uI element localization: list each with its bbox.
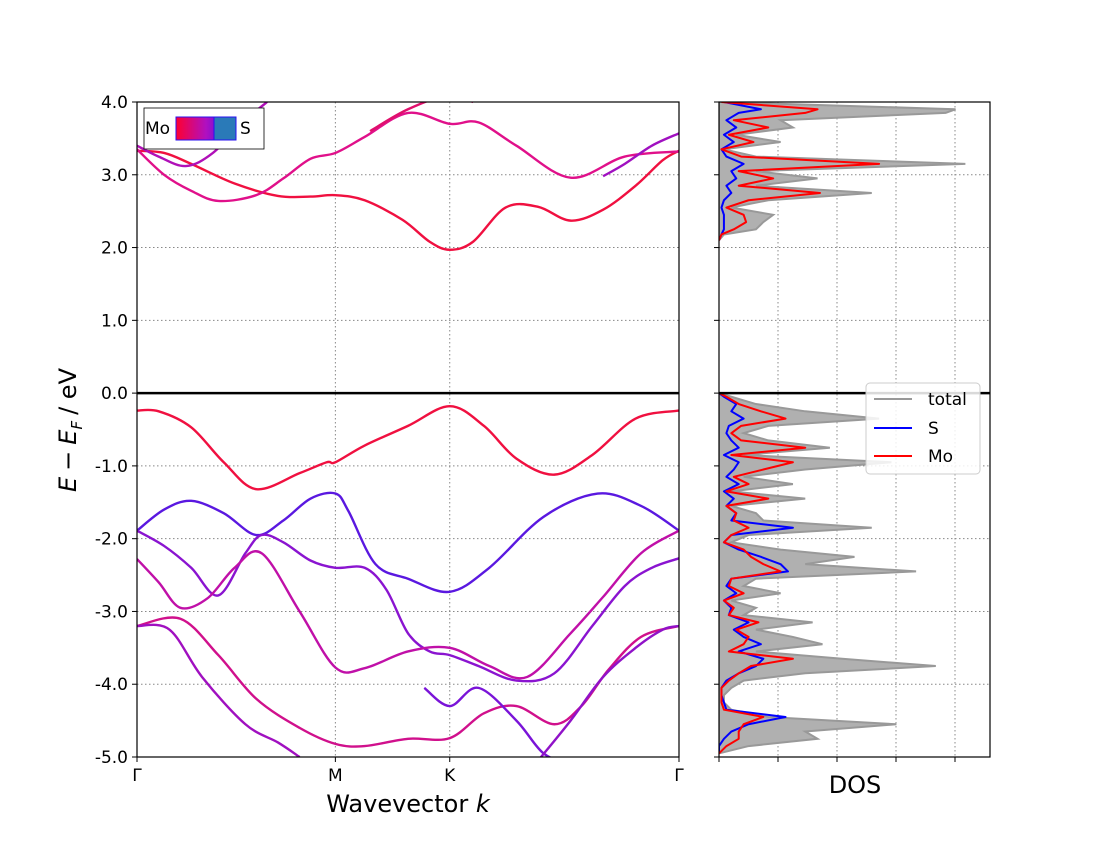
band-cb1 bbox=[137, 149, 679, 251]
dos-Mo-line bbox=[719, 392, 807, 755]
band-vb6 bbox=[137, 623, 301, 757]
dos-legend-frame bbox=[865, 382, 981, 475]
legend-mo-label: Mo bbox=[928, 447, 953, 467]
band-cb2 bbox=[137, 111, 679, 203]
kpoint-label: K bbox=[444, 766, 456, 786]
color-legend-swatch bbox=[213, 116, 237, 141]
band-y-axis-label: E−EF/ eV bbox=[54, 367, 86, 492]
legend-s-label: S bbox=[928, 419, 939, 439]
band-y-tick-label: 4.0 bbox=[101, 93, 128, 113]
band-y-tick-label: 3.0 bbox=[101, 166, 128, 186]
band-y-ticks: -5.0 -4.0 -3.0 -2.0 -1.0 0.0 1.0 2.0 3.0 4.0 bbox=[95, 93, 137, 768]
dos-curves bbox=[719, 102, 966, 755]
band-y-tick-label: -3.0 bbox=[95, 602, 128, 622]
band-vb2 bbox=[137, 491, 679, 594]
dos-panel: DOS total S Mo bbox=[714, 101, 991, 799]
dos-axes-frame bbox=[718, 101, 991, 758]
band-cb4 bbox=[602, 132, 679, 178]
projection-color-legend: Mo S bbox=[143, 107, 265, 150]
dos-S-line bbox=[719, 102, 762, 241]
band-structure-panel: -5.0 -4.0 -3.0 -2.0 -1.0 0.0 1.0 2.0 3.0 4.0 Γ M K Γ… bbox=[54, 93, 684, 818]
band-vb1 bbox=[137, 405, 679, 491]
band-y-tick-label: -5.0 bbox=[95, 748, 128, 768]
kpoint-label: Γ bbox=[674, 766, 684, 786]
band-y-tick-label: 1.0 bbox=[101, 311, 128, 331]
dos-ticks bbox=[714, 101, 956, 762]
band-axes-frame bbox=[136, 101, 680, 758]
band-vb4 bbox=[137, 529, 679, 680]
band-y-tick-label: 0.0 bbox=[101, 384, 128, 404]
band-vb3 bbox=[137, 529, 679, 683]
legend-total-label: total bbox=[928, 390, 967, 410]
band-y-tick-label: -1.0 bbox=[95, 457, 128, 477]
kpoint-label: Γ bbox=[132, 766, 142, 786]
band-vb7 bbox=[423, 686, 552, 757]
dos-x-axis-label: DOS bbox=[829, 771, 882, 799]
band-vb8 bbox=[539, 624, 679, 757]
band-y-tick-label: 2.0 bbox=[101, 239, 128, 259]
band-y-tick-label: -2.0 bbox=[95, 530, 128, 550]
band-lines bbox=[137, 102, 679, 757]
dos-Mo-line bbox=[719, 102, 881, 241]
kpoint-label: M bbox=[328, 766, 343, 786]
band-cb5 bbox=[369, 102, 474, 133]
band-y-tick-label: -4.0 bbox=[95, 675, 128, 695]
dos-total-area bbox=[719, 392, 936, 755]
color-legend-mo-label: Mo bbox=[145, 119, 170, 139]
color-legend-s-label: S bbox=[240, 119, 251, 139]
band-x-axis-label: Wavevector k bbox=[326, 790, 491, 818]
dos-legend: total S Mo bbox=[865, 382, 981, 475]
